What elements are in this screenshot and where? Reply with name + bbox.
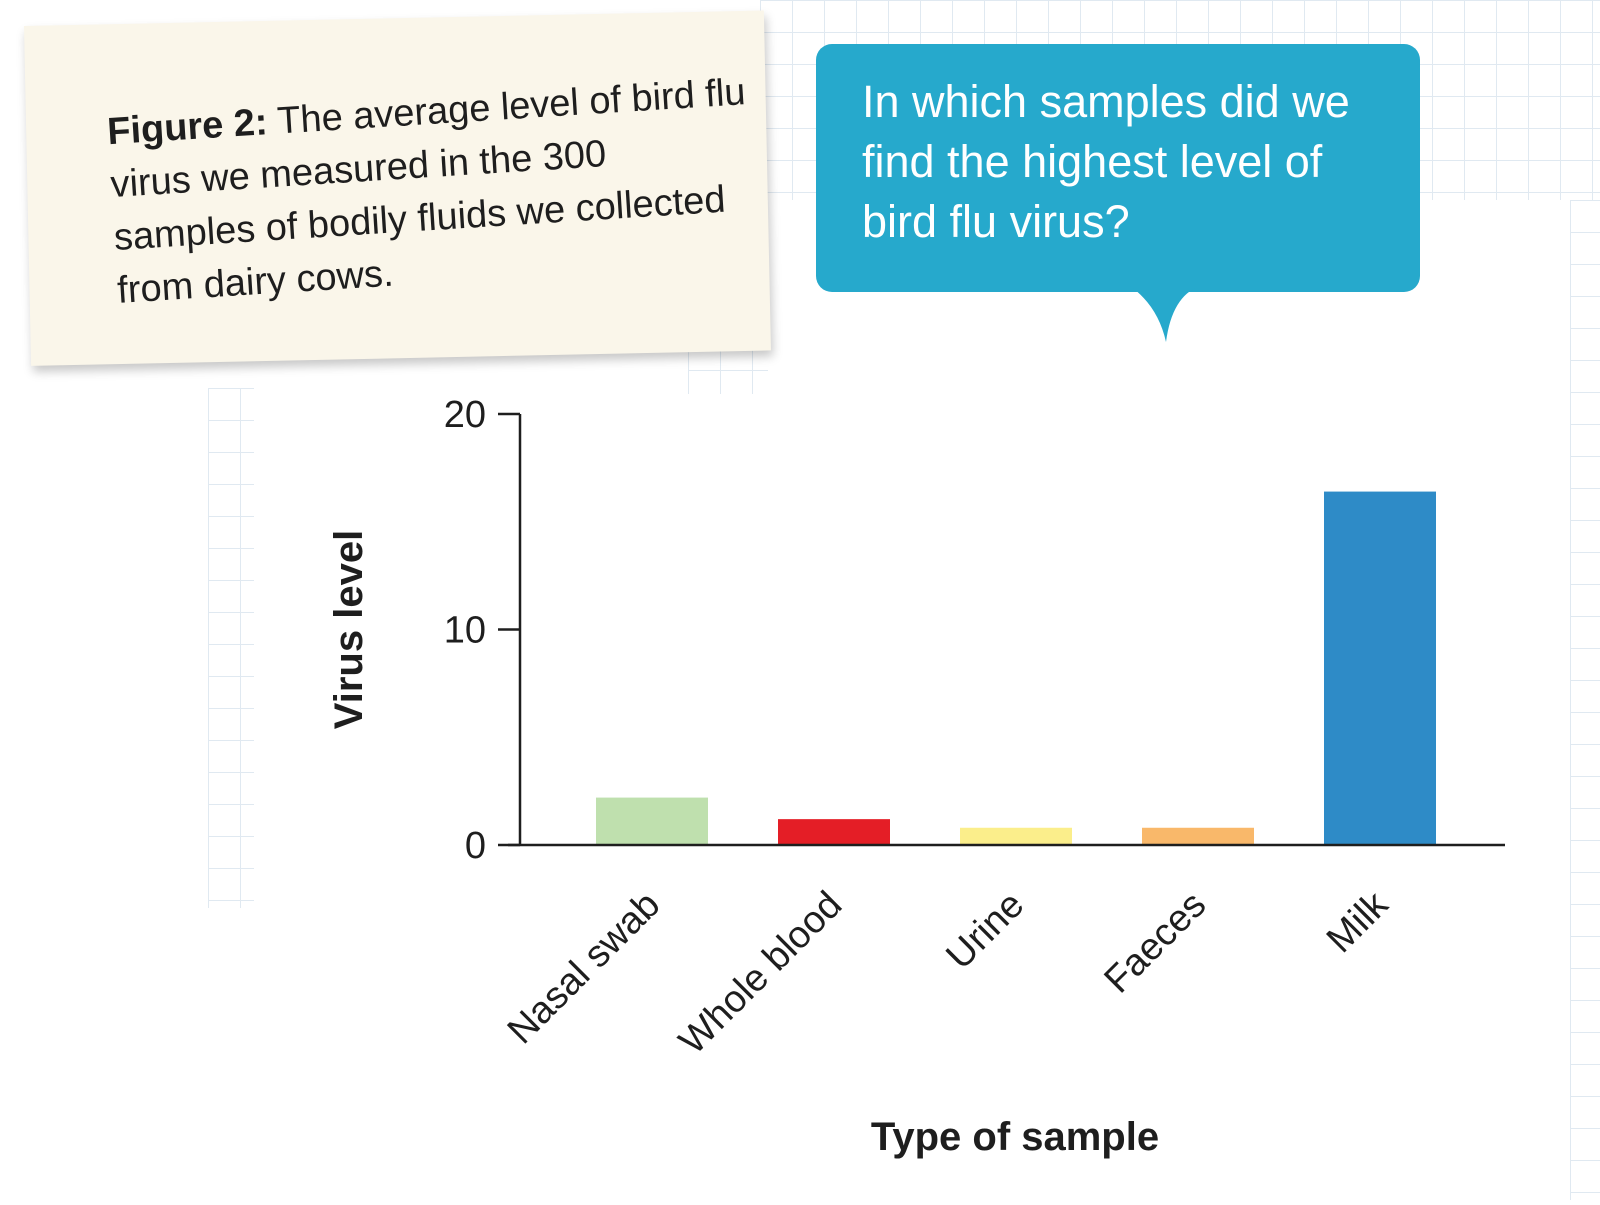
y-tick-label: 10 [444, 610, 486, 652]
x-axis-title: Type of sample [871, 1115, 1159, 1159]
y-tick-label: 0 [465, 825, 486, 867]
bubble-tail [1130, 286, 1200, 342]
bar-urine [960, 827, 1072, 845]
x-tick-label: Urine [938, 884, 1032, 978]
x-tick-label: Nasal swab [500, 884, 669, 1053]
question-text: In which samples did we find the highest… [862, 76, 1350, 247]
graph-paper-background [1570, 200, 1600, 1200]
bar-nasal-swab [596, 797, 708, 845]
bar-faeces [1142, 827, 1254, 845]
bar-milk [1324, 491, 1436, 845]
graph-paper-background [208, 388, 254, 908]
x-tick-labels: Nasal swab Whole blood Urine Faeces Milk [500, 883, 1397, 1063]
x-tick-label: Faeces [1097, 884, 1215, 1002]
x-tick-label: Milk [1319, 883, 1397, 961]
y-axis-title: Virus level [327, 530, 371, 729]
x-tick-label: Whole blood [671, 884, 850, 1063]
bar-whole-blood [778, 819, 890, 845]
y-ticks: 0 10 20 [444, 394, 520, 867]
bars [596, 491, 1436, 845]
y-tick-label: 20 [444, 394, 486, 436]
question-bubble: In which samples did we find the highest… [816, 44, 1420, 292]
